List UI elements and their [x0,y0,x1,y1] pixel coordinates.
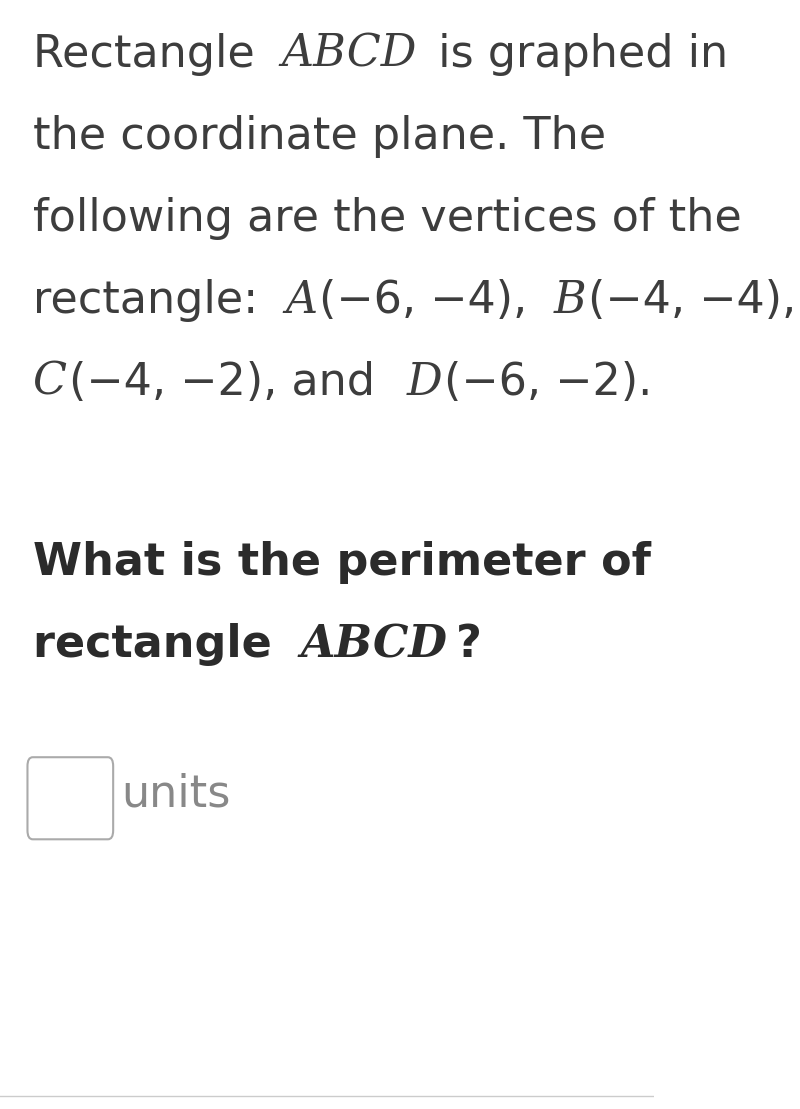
Text: the coordinate plane. The: the coordinate plane. The [33,114,606,157]
Text: B: B [554,278,586,322]
Text: ABCD: ABCD [301,623,448,667]
Text: ?: ? [456,623,482,667]
Text: (−6, −4),: (−6, −4), [319,278,542,322]
Text: Rectangle: Rectangle [33,32,269,75]
Text: (−6, −2).: (−6, −2). [444,360,652,404]
Text: C: C [33,360,66,404]
Text: is graphed in: is graphed in [424,32,729,75]
Text: ABCD: ABCD [282,32,417,75]
Text: rectangle:: rectangle: [33,278,272,322]
Text: following are the vertices of the: following are the vertices of the [33,196,742,240]
Text: D: D [406,360,442,404]
Text: units: units [121,772,230,815]
FancyBboxPatch shape [27,757,113,840]
Text: rectangle: rectangle [33,623,287,667]
Text: (−4, −2), and: (−4, −2), and [69,360,389,404]
Text: (−4, −4),: (−4, −4), [588,278,797,322]
Text: A: A [286,278,318,322]
Text: What is the perimeter of: What is the perimeter of [33,541,650,584]
